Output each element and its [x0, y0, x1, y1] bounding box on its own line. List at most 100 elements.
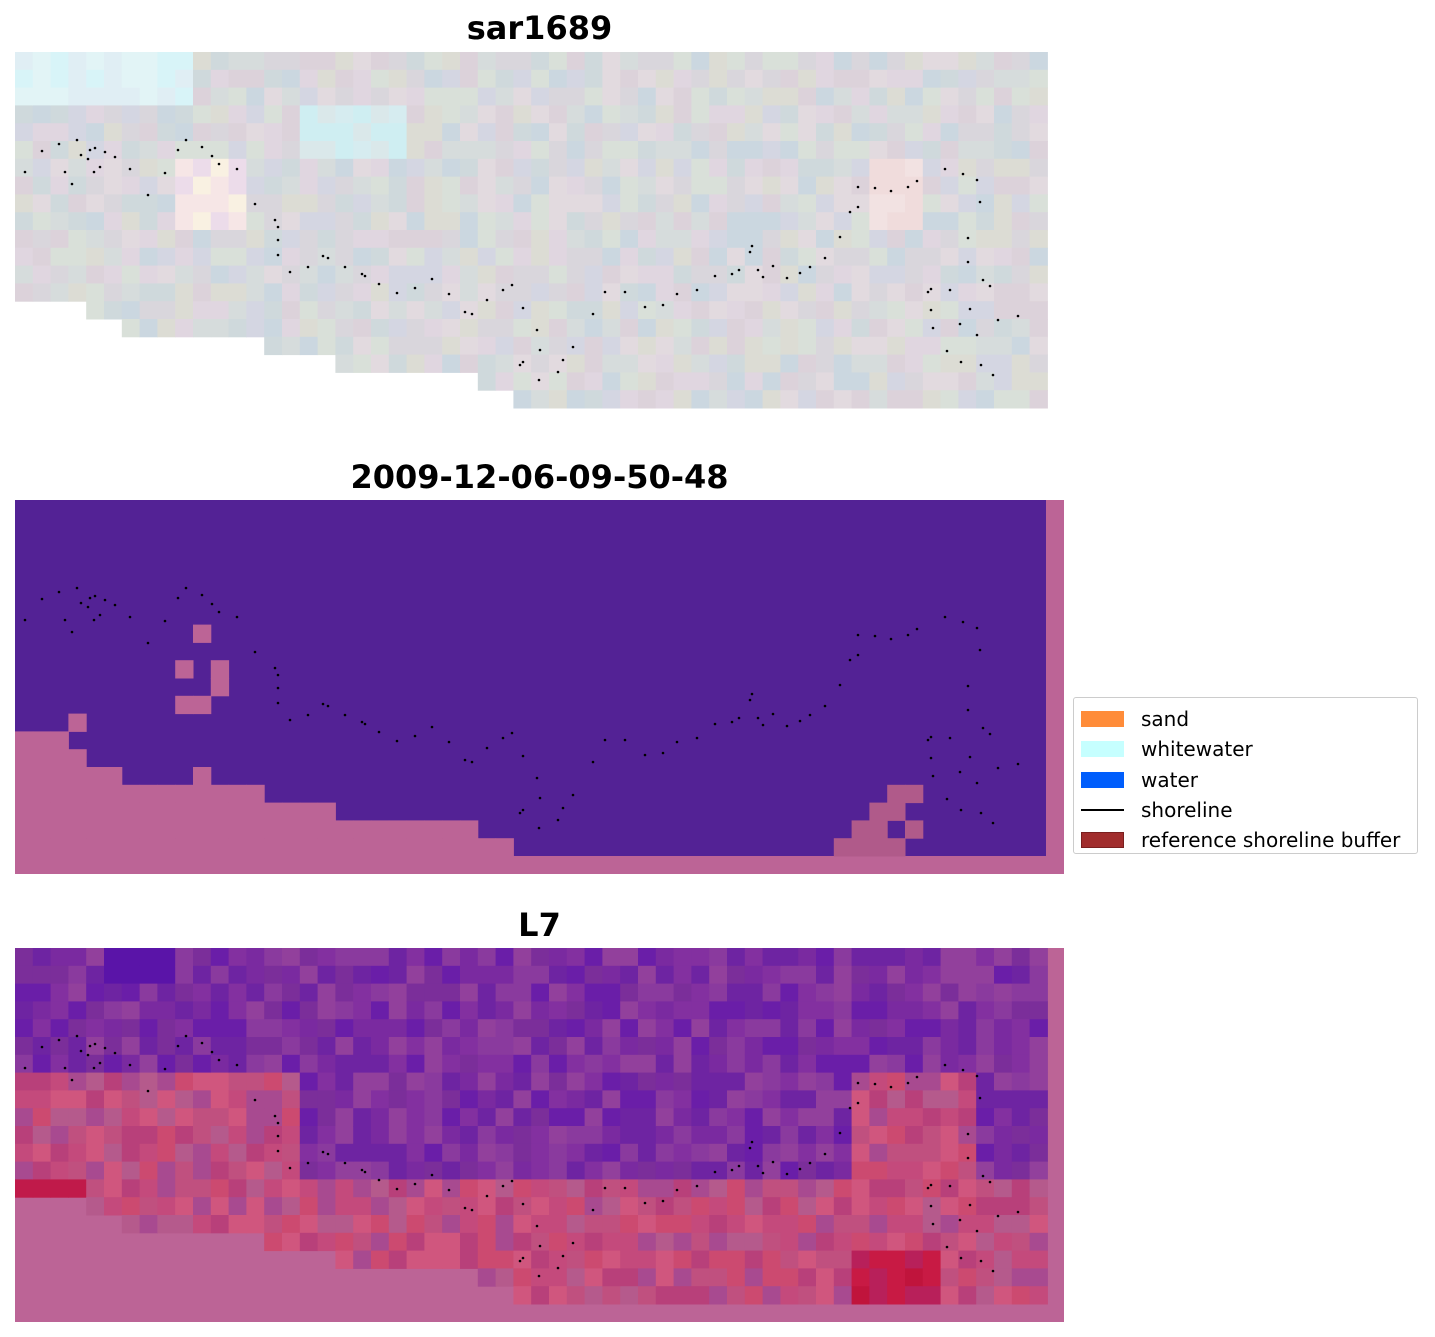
sar-pixel — [727, 319, 746, 338]
shoreline-point — [217, 162, 221, 166]
shoreline-point — [981, 278, 985, 282]
l7-pixel — [905, 1054, 924, 1074]
shoreline-point — [377, 730, 381, 734]
l7-pixel — [691, 1108, 710, 1127]
l7-pixel — [15, 1143, 34, 1163]
l7-pixel — [157, 1197, 176, 1216]
sar-pixel — [922, 372, 942, 391]
l7-pixel — [495, 1268, 514, 1287]
sar-pixel — [976, 372, 995, 391]
sar-pixel — [602, 87, 621, 106]
shoreline-point — [306, 265, 310, 269]
l7-pixel — [869, 1037, 888, 1056]
l7-pixel — [762, 1179, 781, 1198]
l7-pixel — [460, 1072, 479, 1091]
sar-pixel — [1011, 212, 1031, 231]
panel-title-l7: L7 — [518, 906, 561, 944]
sar-pixel — [193, 158, 212, 178]
buffer-pixel — [104, 802, 123, 821]
shoreline-point — [128, 167, 132, 171]
sar-pixel — [210, 265, 230, 284]
sar-pixel — [513, 176, 532, 195]
sar-pixel — [121, 105, 141, 124]
l7-pixel — [104, 1001, 123, 1020]
l7-pixel — [798, 983, 817, 1002]
buffer-pixel — [193, 820, 212, 839]
l7-pixel — [549, 1072, 568, 1091]
sar-pixel — [335, 301, 354, 320]
l7-pixel — [727, 1143, 746, 1163]
l7-pixel — [68, 1161, 87, 1180]
l7-pixel — [887, 1232, 906, 1252]
l7-pixel — [15, 1072, 34, 1091]
sar-pixel — [157, 158, 176, 178]
shoreline-point — [966, 236, 970, 240]
l7-pixel — [282, 1232, 301, 1252]
l7-pixel — [744, 1126, 764, 1145]
l7-pixel — [371, 1250, 390, 1269]
sar-pixel — [762, 372, 781, 391]
buffer-pixel — [317, 838, 336, 857]
sar-pixel — [246, 301, 265, 320]
l7-pixel — [816, 1054, 835, 1074]
sar-pixel — [762, 319, 781, 338]
l7-pixel — [210, 1090, 230, 1109]
sar-pixel — [709, 390, 728, 409]
sar-pixel — [762, 336, 781, 356]
sar-pixel — [299, 265, 319, 284]
sar-pixel — [15, 52, 34, 71]
sar-pixel — [691, 283, 710, 302]
shoreline-point — [430, 277, 434, 281]
l7-pixel — [86, 1072, 105, 1091]
shoreline-point — [675, 740, 679, 744]
sar-pixel — [175, 319, 194, 338]
sar-pixel — [620, 69, 639, 89]
sar-pixel — [887, 87, 906, 106]
l7-pixel — [780, 1232, 799, 1252]
sar-pixel — [655, 87, 675, 106]
l7-pixel — [1029, 1215, 1048, 1234]
l7-pixel — [709, 1001, 728, 1020]
sar-pixel — [780, 372, 799, 391]
sar-pixel — [602, 176, 621, 195]
l7-pixel — [905, 1161, 924, 1180]
sar-pixel — [869, 212, 888, 231]
l7-pixel — [86, 1001, 105, 1020]
sar-pixel — [299, 194, 319, 213]
l7-pixel — [994, 1108, 1013, 1127]
buffer-pixel — [193, 767, 212, 786]
l7-pixel — [833, 1215, 853, 1234]
l7-pixel — [727, 1072, 746, 1091]
l7-pixel — [513, 1143, 532, 1163]
l7-pixel — [744, 1268, 764, 1287]
l7-pixel — [193, 965, 212, 985]
sar-pixel — [709, 176, 728, 195]
l7-pixel — [1029, 1108, 1048, 1127]
sar-pixel — [513, 212, 532, 231]
buffer-pixel — [121, 838, 141, 857]
sar-pixel — [709, 372, 728, 391]
l7-pixel — [406, 1126, 425, 1145]
l7-pixel — [121, 1108, 141, 1127]
shoreline-point — [521, 1202, 525, 1206]
l7-pixel — [15, 1019, 34, 1038]
l7-pixel — [175, 983, 194, 1002]
l7-pixel — [869, 948, 888, 967]
l7-pixel — [210, 1019, 230, 1038]
l7-pixel — [1029, 1019, 1048, 1038]
sar-pixel — [566, 354, 586, 373]
l7-pixel — [68, 983, 87, 1002]
sar-pixel — [673, 354, 692, 373]
l7-pixel — [1029, 1232, 1048, 1252]
shoreline-point — [771, 264, 775, 268]
l7-pixel — [121, 965, 141, 985]
sar-pixel — [210, 230, 230, 249]
l7-pixel — [50, 1072, 69, 1091]
sar-pixel — [460, 105, 479, 124]
l7-pixel — [638, 948, 657, 967]
l7-pixel — [566, 1286, 586, 1305]
sar-pixel — [1029, 354, 1048, 373]
sar-pixel — [1011, 158, 1031, 178]
sar-pixel — [780, 194, 799, 213]
shoreline-point — [713, 722, 717, 726]
